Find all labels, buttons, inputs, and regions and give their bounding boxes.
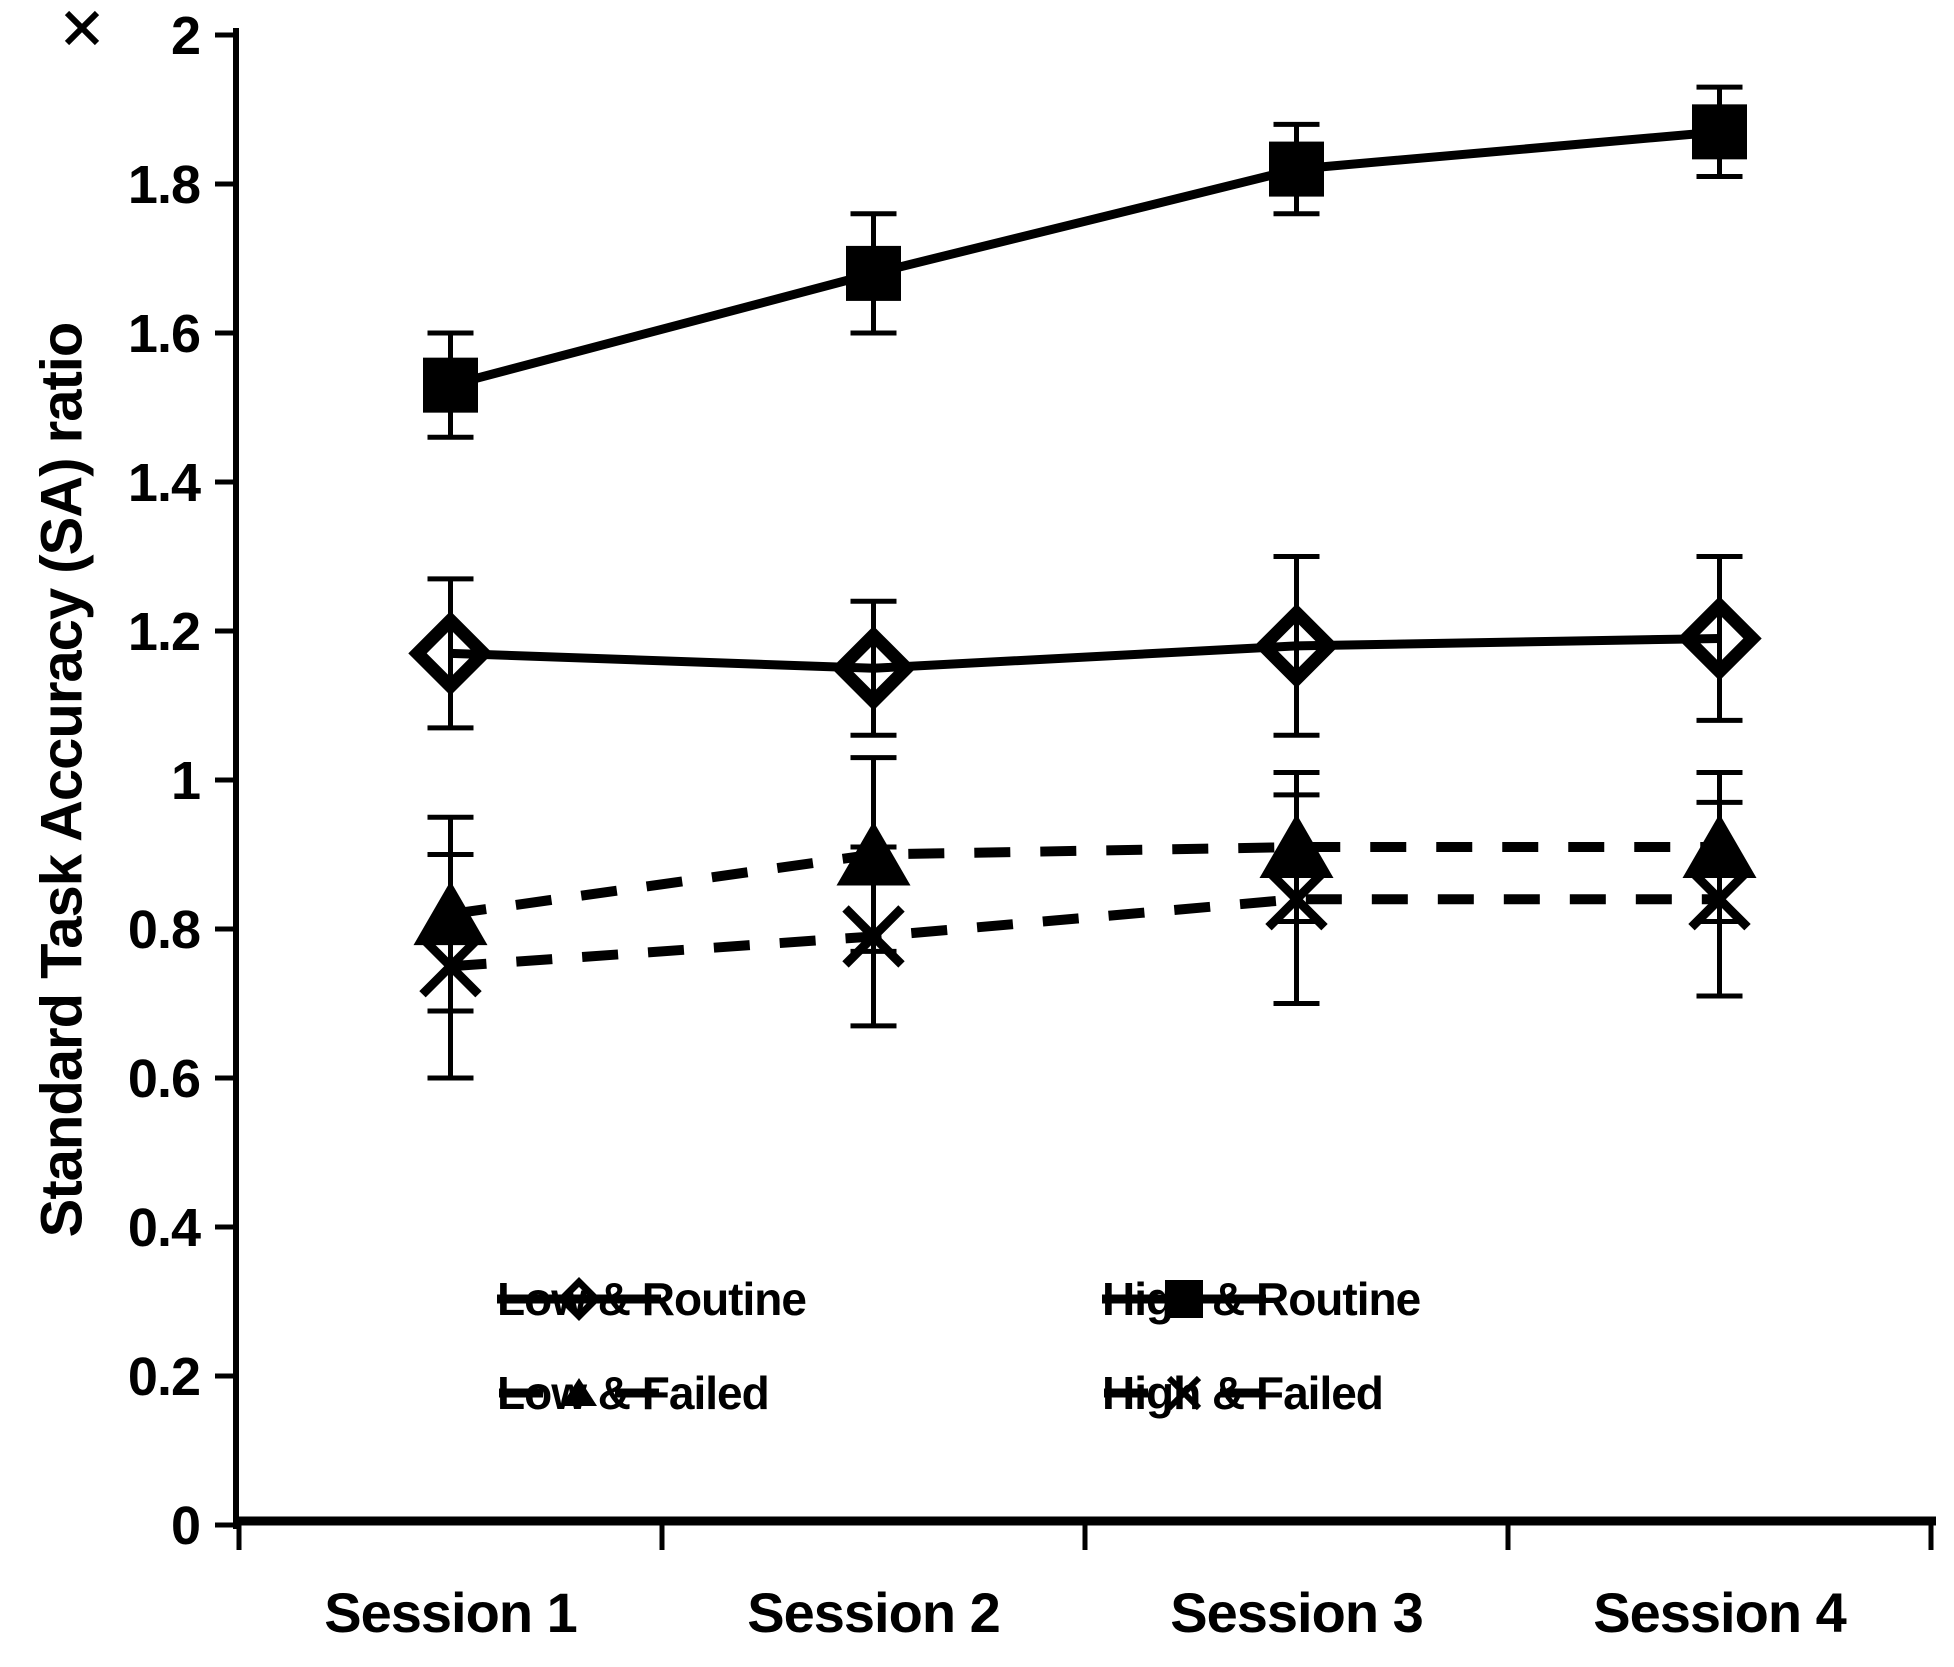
y-tick-label: 0.2 [128,1347,200,1407]
y-tick-label: 0.8 [128,900,200,960]
series-line-high-failed [450,894,1720,972]
legend-sample-filled-square-solid-line [1102,1280,1266,1318]
filled-triangle-marker [561,1378,597,1406]
legend-sample-x-marker-dashed-line [1104,1375,1264,1411]
y-tick-label: 1.8 [128,155,200,215]
series-line-low-routine [450,633,1720,673]
legend-entry-high-routine: High & Routine [1102,1271,1421,1327]
filled-square-marker [423,357,478,413]
y-tick-label: 1.4 [128,453,201,513]
filled-square-marker [1165,1280,1203,1318]
filled-square-marker [1692,104,1747,160]
open-diamond-marker [1677,596,1762,681]
x-category-label: Session 2 [747,1581,999,1644]
series-line-high-routine [449,127,1720,390]
x-marker-stroke [1688,868,1751,931]
legend-sample-open-diamond-solid-line [497,1277,661,1321]
filled-square-marker [1269,141,1324,197]
x-marker-stroke [842,905,905,968]
y-tick-label: 2 [171,6,200,66]
legend-entry-low-failed: Low & Failed [497,1365,770,1421]
y-tick-label: 0.4 [128,1198,201,1258]
open-diamond-marker [408,611,493,696]
x-marker-stroke [419,935,482,998]
x-marker-stroke [1265,868,1328,931]
x-category-label: Session 3 [1170,1581,1422,1644]
open-diamond-marker [557,1277,601,1321]
x-marker-stroke [64,10,100,46]
y-tick-label: 1.2 [128,602,200,662]
y-tick-label: 1 [171,751,200,811]
x-marker-stroke [1166,1375,1202,1411]
y-tick-label: 1.6 [128,304,200,364]
open-diamond-marker [1254,603,1339,689]
series-line-low-failed [449,842,1720,920]
open-diamond-marker [831,626,916,711]
x-category-label: Session 1 [324,1581,576,1644]
filled-square-marker [846,245,901,301]
y-tick-label: 0.6 [128,1049,200,1109]
x-category-label: Session 4 [1593,1581,1846,1644]
legend-sample-filled-triangle-dashed-line [499,1378,659,1406]
legend-entry-low-routine: Low & Routine [497,1271,807,1327]
legend-entry-high-failed: High & Failed [1102,1365,1384,1421]
y-tick-label: 0 [171,1496,200,1556]
